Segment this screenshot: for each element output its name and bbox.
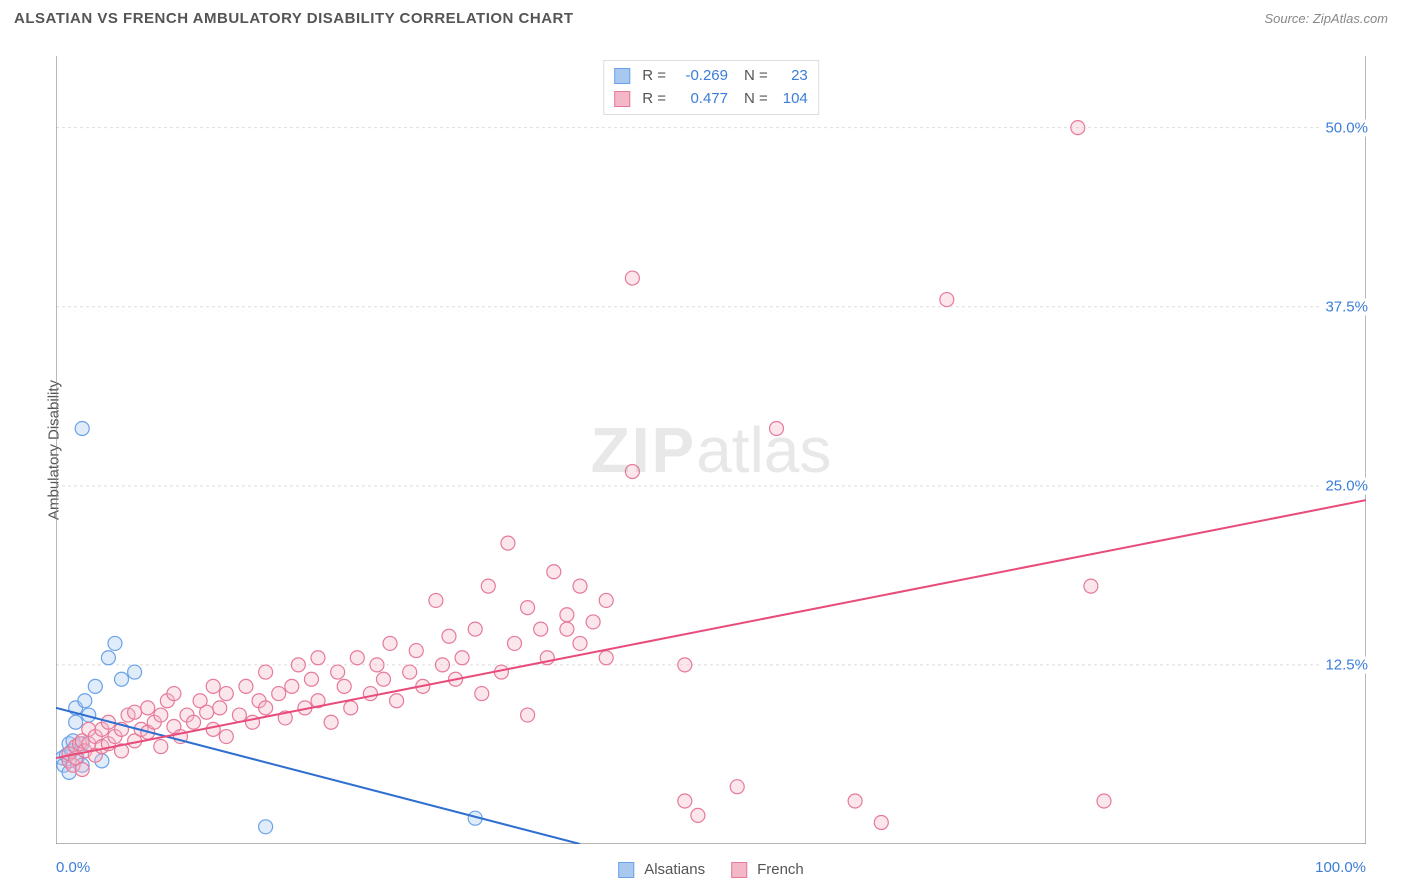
legend-label-alsatians: Alsatians — [644, 861, 705, 878]
legend-item-alsatians: Alsatians — [618, 861, 705, 878]
swatch-alsatians-icon — [618, 862, 634, 878]
series-legend: Alsatians French — [618, 861, 804, 878]
y-tick-label: 37.5% — [1321, 298, 1368, 315]
x-axis-max-label: 100.0% — [1315, 859, 1366, 876]
plot-area: ZIPatlas R = -0.269 N = 23 R = 0.477 N =… — [56, 56, 1366, 844]
legend-label-french: French — [757, 861, 804, 878]
r-label: R = — [642, 65, 666, 88]
y-tick-label: 25.0% — [1321, 477, 1368, 494]
n-label: N = — [744, 88, 768, 111]
n-label: N = — [744, 65, 768, 88]
source-credit: Source: ZipAtlas.com — [1264, 11, 1388, 26]
correlation-legend: R = -0.269 N = 23 R = 0.477 N = 104 — [603, 60, 819, 115]
r-value-french: 0.477 — [672, 88, 728, 111]
n-value-french: 104 — [774, 88, 808, 111]
swatch-french-icon — [731, 862, 747, 878]
swatch-alsatians — [614, 68, 630, 84]
swatch-french — [614, 91, 630, 107]
plot-container: Ambulatory Disability ZIPatlas R = -0.26… — [46, 56, 1386, 844]
n-value-alsatians: 23 — [774, 65, 808, 88]
legend-item-french: French — [731, 861, 804, 878]
corr-row-french: R = 0.477 N = 104 — [614, 88, 808, 111]
chart-title: ALSATIAN VS FRENCH AMBULATORY DISABILITY… — [14, 10, 574, 27]
y-tick-label: 12.5% — [1321, 656, 1368, 673]
r-value-alsatians: -0.269 — [672, 65, 728, 88]
y-tick-label: 50.0% — [1321, 119, 1368, 136]
x-axis-min-label: 0.0% — [56, 859, 90, 876]
r-label: R = — [642, 88, 666, 111]
corr-row-alsatians: R = -0.269 N = 23 — [614, 65, 808, 88]
chart-svg — [56, 56, 1366, 844]
